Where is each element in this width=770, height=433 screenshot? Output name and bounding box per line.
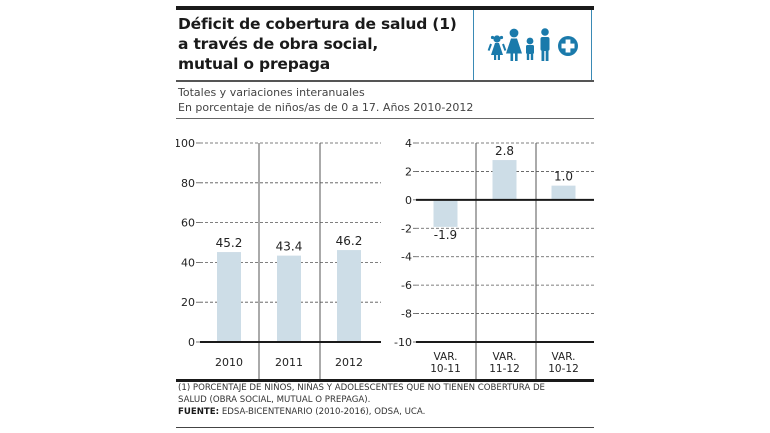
bar-value-label: 45.2 — [216, 236, 243, 250]
chart-panel-2: 420-2-4-6-8-10-1.9VAR.10-112.8VAR.11-121… — [394, 137, 594, 379]
title-line: Déficit de cobertura de salud (1) — [178, 15, 457, 33]
y-tick-label: 100 — [176, 137, 195, 150]
x-category-label: VAR. — [552, 351, 576, 363]
y-tick-label: 60 — [181, 217, 195, 230]
x-category-label: 2012 — [335, 356, 363, 369]
health-cross-icon — [558, 36, 578, 56]
bar-value-label: 46.2 — [336, 234, 363, 248]
x-category-label: VAR. — [493, 351, 517, 363]
footnote-line: SALUD (OBRA SOCIAL, MUTUAL O PREPAGA). — [178, 395, 371, 405]
footnote-line: (1) PORCENTAJE DE NIÑOS, NIÑAS Y ADOLESC… — [178, 383, 545, 393]
bar-value-label: 43.4 — [276, 240, 303, 254]
subtitle-line: Totales y variaciones interanuales — [178, 86, 365, 99]
source-line: FUENTE: EDSA-BICENTENARIO (2010-2016), O… — [178, 406, 545, 418]
footer-divider — [176, 427, 594, 428]
girl-icon — [487, 35, 507, 60]
chart-subtitle: Totales y variaciones interanuales En po… — [178, 85, 473, 115]
footnote: (1) PORCENTAJE DE NIÑOS, NIÑAS Y ADOLESC… — [178, 382, 545, 418]
boy-icon — [526, 37, 534, 60]
y-tick-label: -10 — [394, 336, 412, 349]
y-tick-label: 0 — [188, 336, 195, 349]
x-category-label: 10-12 — [548, 363, 579, 375]
infographic: Déficit de cobertura de salud (1) a trav… — [176, 0, 594, 433]
y-tick-label: 2 — [405, 165, 412, 178]
subtitle-divider — [176, 118, 594, 119]
y-tick-label: 20 — [181, 296, 195, 309]
chart-bottom-rule — [176, 379, 594, 382]
woman-icon — [506, 28, 522, 61]
bar-value-label: -1.9 — [434, 228, 457, 242]
bar — [337, 250, 361, 342]
y-tick-label: 4 — [405, 137, 412, 150]
y-tick-label: -6 — [401, 279, 412, 292]
source-label: FUENTE: — [178, 407, 220, 417]
y-tick-label: -8 — [401, 308, 412, 321]
y-tick-label: -4 — [401, 251, 412, 264]
x-category-label: 11-12 — [489, 363, 520, 375]
bar-value-label: 2.8 — [495, 144, 514, 158]
bar-value-label: 1.0 — [554, 170, 573, 184]
family-icons — [487, 28, 578, 61]
bar — [217, 252, 241, 342]
charts-area: 02040608010045.2201043.4201146.22012420-… — [176, 137, 594, 379]
y-tick-label: 0 — [405, 194, 412, 207]
y-tick-label: 80 — [181, 177, 195, 190]
source-text: EDSA-BICENTENARIO (2010-2016), ODSA, UCA… — [219, 407, 426, 417]
man-icon — [540, 28, 550, 61]
chart-title: Déficit de cobertura de salud (1) a trav… — [178, 14, 468, 74]
y-tick-label: -2 — [401, 222, 412, 235]
chart-panel-1: 0 20 40 60 80 100 45.2 2010 43.4 2011 46.2 2012 — [176, 137, 381, 379]
top-rule — [176, 6, 594, 10]
subtitle-line: En porcentaje de niños/as de 0 a 17. Año… — [178, 101, 474, 114]
header-divider — [176, 80, 594, 82]
family-icon-box — [473, 10, 592, 80]
bar — [277, 255, 301, 342]
bar — [492, 160, 517, 200]
x-category-label: VAR. — [434, 351, 458, 363]
bar — [551, 185, 576, 200]
y-tick-label: 40 — [181, 256, 195, 269]
x-category-label: 10-11 — [430, 363, 461, 375]
bar — [433, 199, 458, 227]
title-line: a través de obra social, — [178, 35, 379, 53]
x-category-label: 2010 — [215, 356, 243, 369]
x-category-label: 2011 — [275, 356, 303, 369]
title-line: mutual o prepaga — [178, 55, 331, 73]
